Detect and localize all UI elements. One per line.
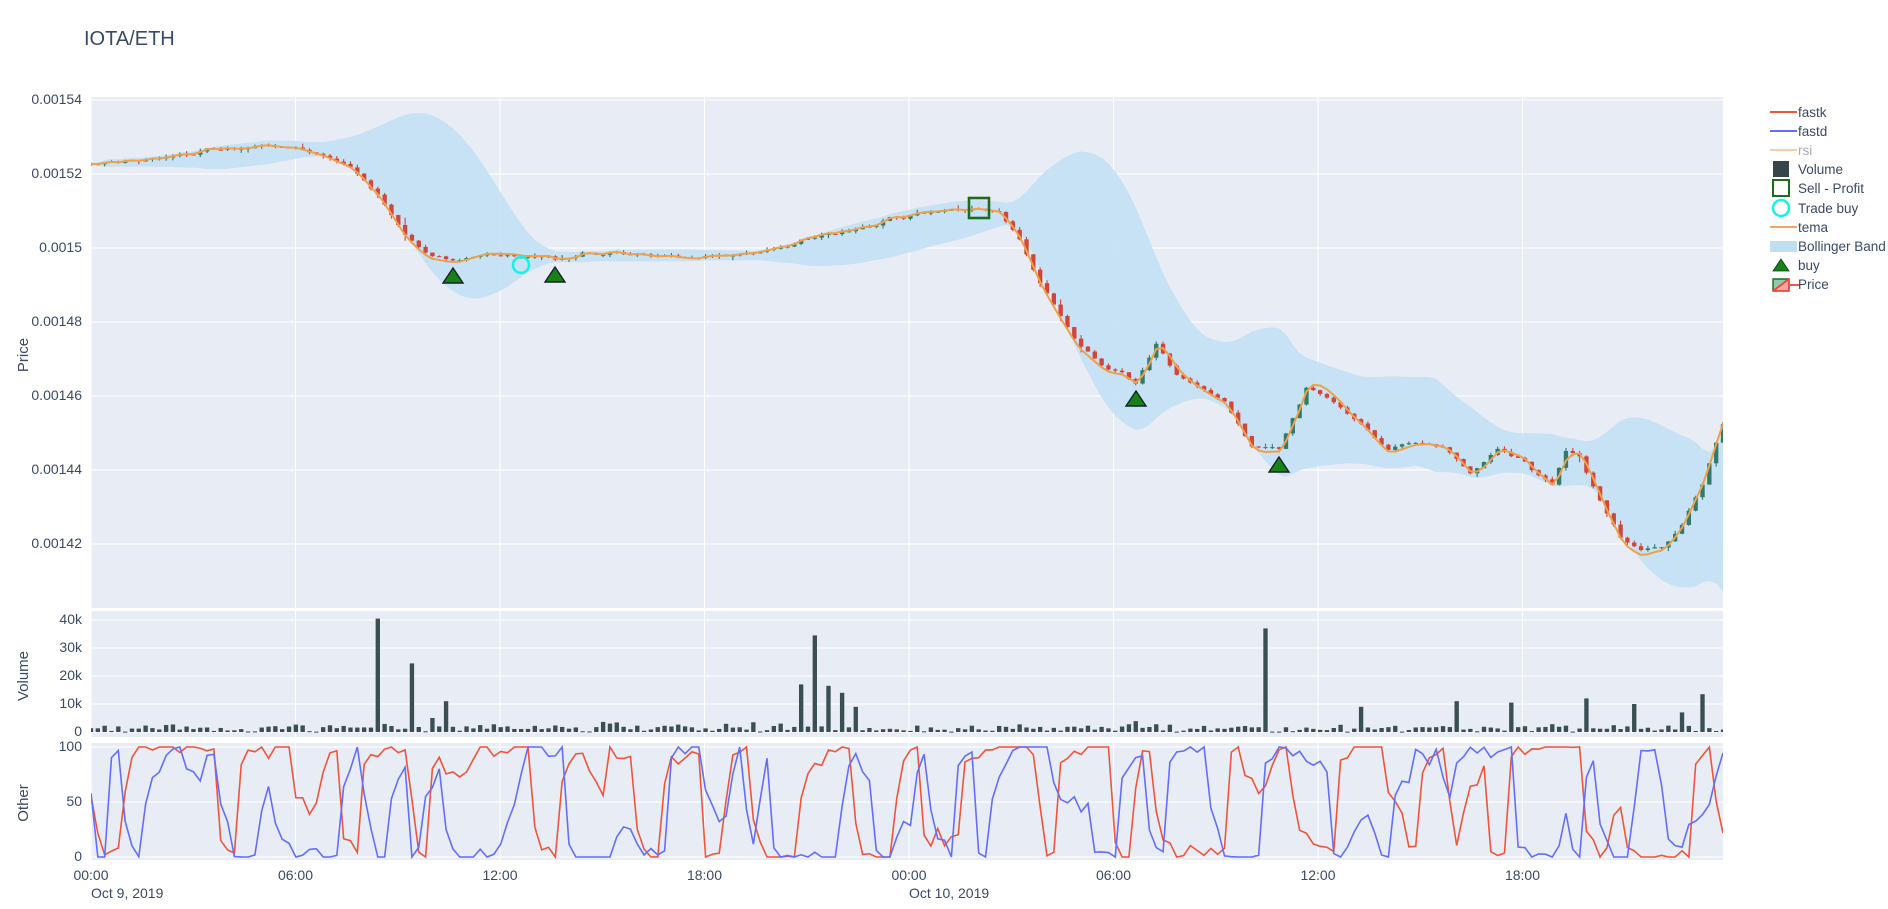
svg-text:Other: Other bbox=[15, 784, 32, 822]
svg-text:tema: tema bbox=[1798, 220, 1829, 235]
svg-text:rsi: rsi bbox=[1798, 143, 1812, 158]
svg-text:0.00154: 0.00154 bbox=[31, 91, 82, 107]
svg-text:0.00142: 0.00142 bbox=[31, 535, 82, 551]
svg-text:0.00146: 0.00146 bbox=[31, 387, 82, 403]
svg-text:Sell - Profit: Sell - Profit bbox=[1798, 181, 1864, 196]
svg-text:Oct 10, 2019: Oct 10, 2019 bbox=[909, 885, 989, 901]
svg-text:40k: 40k bbox=[59, 611, 83, 627]
svg-text:0: 0 bbox=[74, 848, 82, 864]
svg-text:0.00152: 0.00152 bbox=[31, 165, 82, 181]
svg-text:buy: buy bbox=[1798, 258, 1820, 273]
svg-text:12:00: 12:00 bbox=[1300, 867, 1335, 883]
svg-text:06:00: 06:00 bbox=[278, 867, 313, 883]
svg-text:100: 100 bbox=[59, 738, 83, 754]
svg-text:Volume: Volume bbox=[1798, 162, 1843, 177]
svg-text:0.00148: 0.00148 bbox=[31, 313, 82, 329]
svg-text:0.00144: 0.00144 bbox=[31, 461, 82, 477]
svg-text:10k: 10k bbox=[59, 695, 83, 711]
svg-text:Bollinger Band: Bollinger Band bbox=[1798, 239, 1886, 254]
svg-text:30k: 30k bbox=[59, 639, 83, 655]
svg-text:18:00: 18:00 bbox=[1505, 867, 1540, 883]
svg-text:12:00: 12:00 bbox=[482, 867, 517, 883]
svg-text:20k: 20k bbox=[59, 667, 83, 683]
svg-text:00:00: 00:00 bbox=[73, 867, 108, 883]
svg-text:fastk: fastk bbox=[1798, 105, 1827, 120]
svg-text:06:00: 06:00 bbox=[1096, 867, 1131, 883]
svg-text:18:00: 18:00 bbox=[687, 867, 722, 883]
svg-text:Volume: Volume bbox=[15, 651, 32, 701]
svg-text:0: 0 bbox=[74, 723, 82, 739]
svg-text:fastd: fastd bbox=[1798, 124, 1827, 139]
svg-text:50: 50 bbox=[66, 793, 82, 809]
svg-text:Oct 9, 2019: Oct 9, 2019 bbox=[91, 885, 164, 901]
svg-text:0.0015: 0.0015 bbox=[39, 239, 82, 255]
svg-text:Trade buy: Trade buy bbox=[1798, 201, 1859, 216]
svg-text:00:00: 00:00 bbox=[891, 867, 926, 883]
svg-text:Price: Price bbox=[1798, 277, 1829, 292]
svg-text:Price: Price bbox=[15, 338, 32, 372]
